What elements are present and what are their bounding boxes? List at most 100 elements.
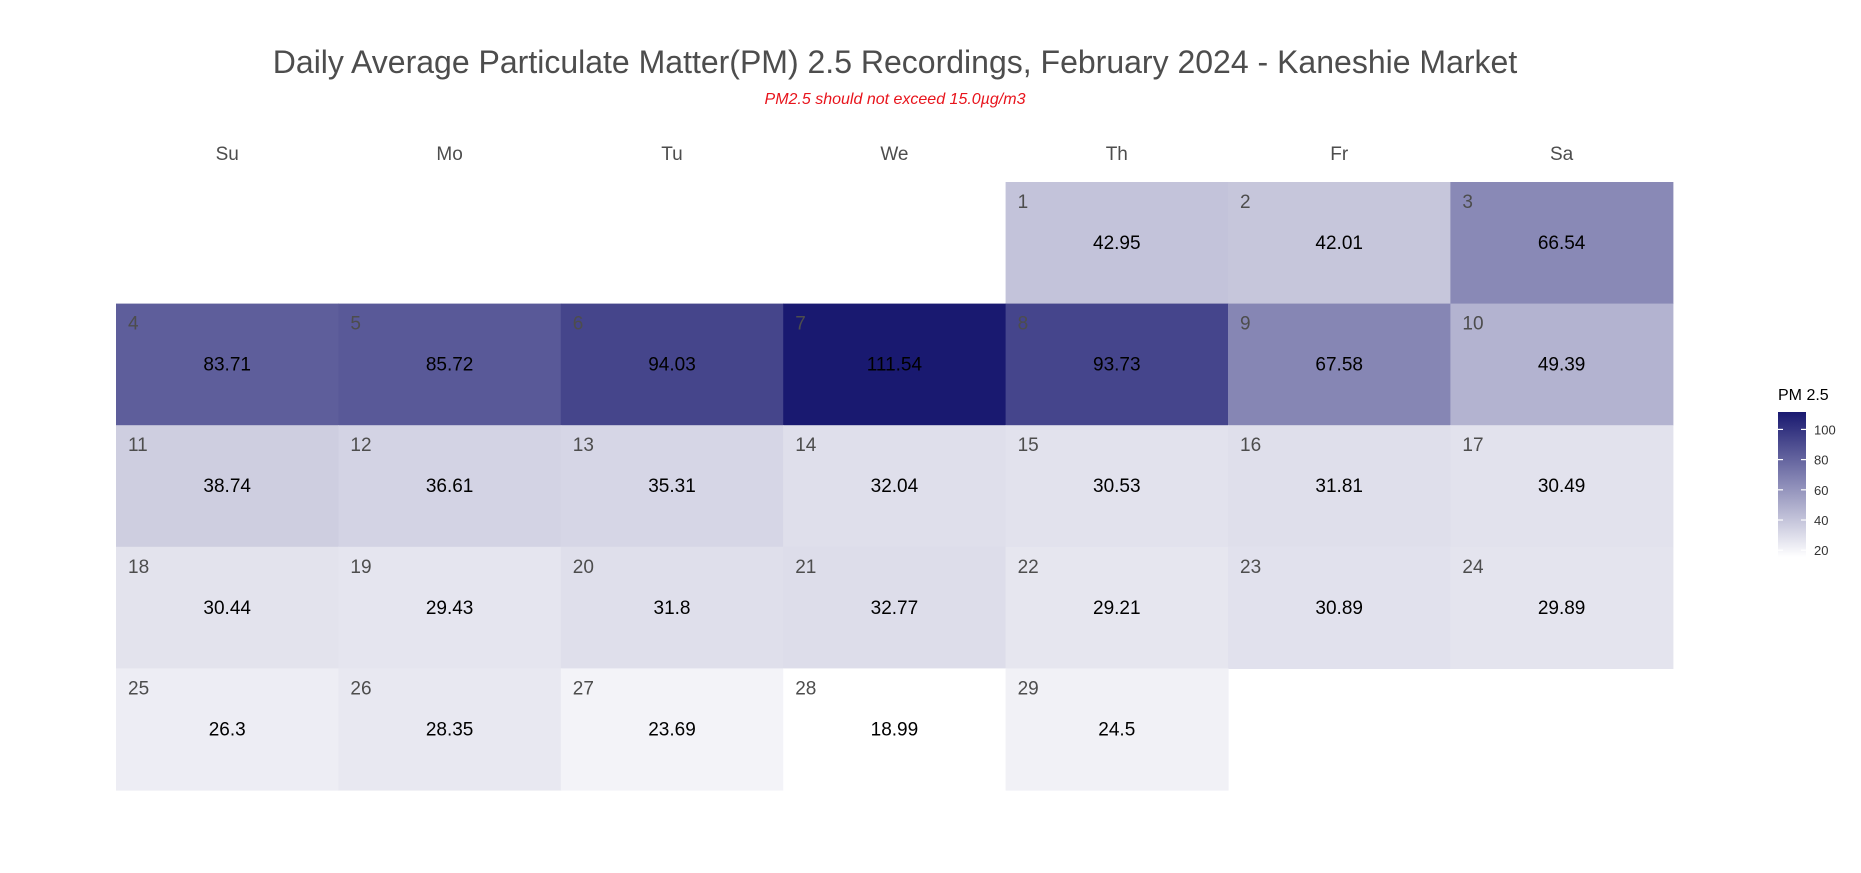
- pm25-value: 42.95: [1093, 233, 1141, 254]
- calendar-cell: 29 24.5: [1005, 668, 1229, 791]
- legend-tick-label: 60: [1814, 483, 1828, 498]
- calendar-cell: 13 35.31: [560, 425, 784, 548]
- pm25-value: 18.99: [871, 719, 919, 740]
- day-number: 14: [795, 435, 817, 456]
- calendar-cell: 7 111.54: [783, 303, 1007, 426]
- cell-fill: [560, 303, 784, 426]
- pm25-value: 29.89: [1538, 598, 1586, 619]
- cell-fill: [1228, 303, 1451, 426]
- day-number: 2: [1240, 192, 1251, 213]
- cell-fill: [1005, 546, 1229, 669]
- cell-fill: [338, 668, 562, 791]
- calendar-cell: 694.03: [560, 303, 784, 426]
- cell-fill: [1450, 425, 1674, 548]
- cell-fill: [560, 668, 784, 791]
- day-number: 3: [1462, 192, 1473, 213]
- cell-fill: [783, 668, 1007, 791]
- day-number: 28: [795, 678, 816, 699]
- cell-fill: [783, 546, 1007, 669]
- calendar-cell: 23 30.89: [1228, 546, 1451, 669]
- pm25-value: 23.69: [648, 719, 696, 740]
- pm25-value: 32.04: [871, 476, 919, 497]
- weekday-label: Th: [1106, 144, 1128, 165]
- day-number: 19: [350, 557, 371, 578]
- calendar-cell: 14 32.04: [783, 425, 1007, 548]
- calendar-cell: 483.71: [116, 303, 339, 426]
- day-number: 10: [1462, 314, 1483, 335]
- day-number: 9: [1240, 314, 1251, 335]
- cell-fill: [1005, 303, 1229, 426]
- cell-fill: [338, 303, 562, 426]
- cell-fill: [1005, 425, 1229, 548]
- day-number: 8: [1018, 314, 1029, 335]
- cell-fill: [116, 303, 339, 426]
- cell-fill: [116, 668, 339, 791]
- pm25-value: 36.61: [426, 476, 474, 497]
- cell-fill: [560, 546, 784, 669]
- pm25-value: 29.21: [1093, 598, 1141, 619]
- day-number: 12: [350, 435, 371, 456]
- cell-fill: [1005, 668, 1229, 791]
- day-number: 13: [573, 435, 594, 456]
- day-number: 6: [573, 314, 584, 335]
- calendar-cell: 585.72: [338, 303, 562, 426]
- pm25-value: 94.03: [648, 355, 696, 376]
- pm25-value: 66.54: [1538, 233, 1586, 254]
- legend-tick-label: 80: [1814, 453, 1828, 468]
- weekday-label: Tu: [661, 144, 682, 165]
- pm25-value: 30.44: [203, 598, 251, 619]
- weekday-label: Su: [216, 144, 239, 165]
- day-number: 17: [1462, 435, 1483, 456]
- calendar-cell: 967.58: [1228, 303, 1451, 426]
- weekday-headers: Su Mo Tu We Th Fr Sa: [216, 144, 1574, 165]
- day-number: 11: [128, 435, 148, 456]
- legend-ticks: 20 40 60 80 100: [1778, 422, 1836, 558]
- day-number: 4: [128, 314, 139, 335]
- pm25-value: 30.49: [1538, 476, 1586, 497]
- pm25-value: 31.8: [654, 598, 691, 619]
- calendar-cell: 24 29.89: [1450, 546, 1674, 669]
- calendar-cell: 366.54: [1450, 182, 1674, 305]
- day-number: 18: [128, 557, 149, 578]
- calendar-cells: 142.95242.01366.54483.71585.72694.037111…: [116, 182, 1674, 791]
- day-number: 20: [573, 557, 594, 578]
- calendar-cell: 26 28.35: [338, 668, 562, 791]
- cell-fill: [116, 546, 339, 669]
- pm25-value: 49.39: [1538, 355, 1586, 376]
- calendar-cell: 21 32.77: [783, 546, 1007, 669]
- pm25-value: 26.3: [209, 719, 246, 740]
- pm25-value: 30.89: [1315, 598, 1363, 619]
- pm25-value: 24.5: [1098, 719, 1135, 740]
- pm25-value: 30.53: [1093, 476, 1141, 497]
- calendar-cell: 19 29.43: [338, 546, 562, 669]
- legend-tick-label: 100: [1814, 422, 1836, 437]
- cell-fill: [1450, 303, 1674, 426]
- pm25-value: 28.35: [426, 719, 474, 740]
- legend-colorbar: [1778, 412, 1806, 557]
- calendar-cell: 893.73: [1005, 303, 1229, 426]
- pm25-value: 83.71: [203, 355, 251, 376]
- cell-fill: [1005, 182, 1229, 305]
- calendar-cell: 20 31.8: [560, 546, 784, 669]
- pm25-value: 35.31: [648, 476, 696, 497]
- weekday-label: Mo: [436, 144, 462, 165]
- calendar-cell: 17 30.49: [1450, 425, 1674, 548]
- cell-fill: [1228, 425, 1451, 548]
- cell-fill: [783, 425, 1007, 548]
- day-number: 23: [1240, 557, 1261, 578]
- weekday-label: We: [880, 144, 908, 165]
- calendar-cell: 25 26.3: [116, 668, 339, 791]
- legend-title: PM 2.5: [1778, 387, 1829, 404]
- day-number: 25: [128, 678, 149, 699]
- day-number: 1: [1018, 192, 1029, 213]
- pm25-value: 31.81: [1315, 476, 1363, 497]
- calendar-cell: 15 30.53: [1005, 425, 1229, 548]
- pm25-value: 85.72: [426, 355, 474, 376]
- calendar-cell: 22 29.21: [1005, 546, 1229, 669]
- calendar-cell: 28 18.99: [783, 668, 1007, 791]
- calendar-cell: 18 30.44: [116, 546, 339, 669]
- pm25-value: 111.54: [867, 355, 923, 376]
- cell-fill: [116, 425, 339, 548]
- legend-tick-label: 20: [1814, 543, 1828, 558]
